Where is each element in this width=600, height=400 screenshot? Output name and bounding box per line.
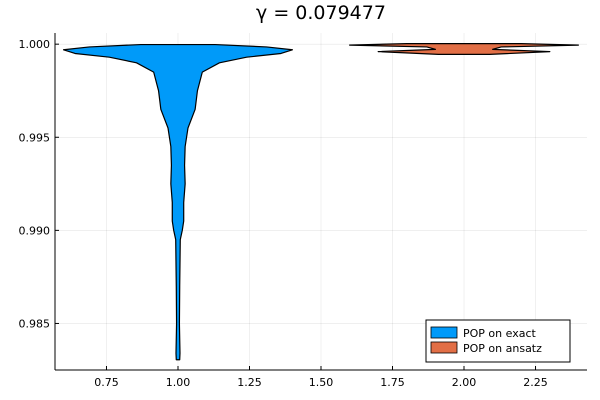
- x-tick-label: 1.25: [237, 376, 262, 389]
- y-tick-label: 0.995: [19, 131, 51, 144]
- legend: POP on exact POP on ansatz: [425, 319, 571, 363]
- y-tick-label: 1.000: [19, 38, 51, 51]
- legend-swatch-2: [430, 341, 458, 354]
- x-axis-ticks: 0.75 1.00 1.25 1.50 1.75 2.00 2.25: [94, 366, 548, 389]
- x-tick-label: 1.50: [309, 376, 334, 389]
- x-tick-label: 2.25: [523, 376, 548, 389]
- x-tick-label: 2.00: [452, 376, 477, 389]
- chart-title: γ = 0.079477: [256, 2, 386, 24]
- legend-label-1: POP on exact: [463, 327, 536, 340]
- y-tick-label: 0.990: [19, 224, 51, 237]
- y-tick-label: 0.985: [19, 317, 51, 330]
- violin-2: [349, 43, 580, 56]
- x-tick-label: 1.00: [166, 376, 191, 389]
- x-tick-label: 1.75: [380, 376, 405, 389]
- y-axis-ticks: 0.985 0.990 0.995 1.000: [19, 38, 59, 330]
- legend-swatch-1: [430, 326, 458, 339]
- violins: [62, 43, 580, 361]
- violin-1: [62, 43, 293, 361]
- legend-label-2: POP on ansatz: [463, 342, 542, 355]
- x-tick-label: 0.75: [94, 376, 119, 389]
